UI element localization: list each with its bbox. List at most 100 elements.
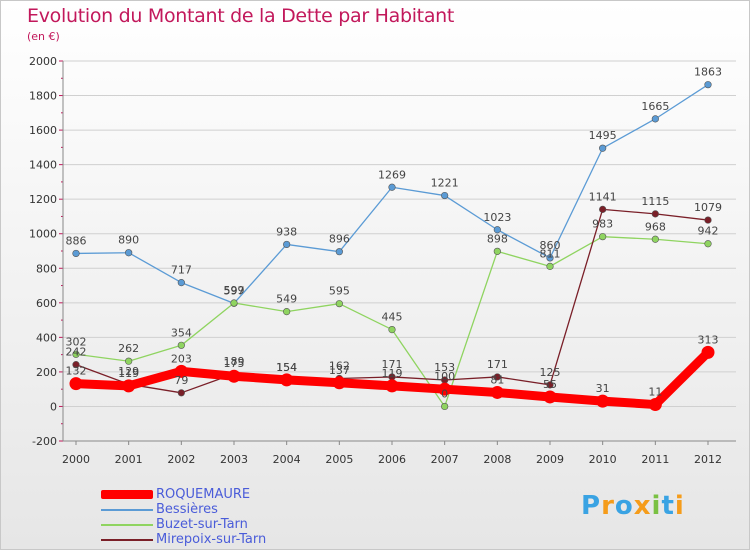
y-tick-label: 1400: [29, 159, 57, 172]
data-label: 898: [487, 232, 508, 245]
data-point: [283, 240, 291, 249]
data-point: [441, 402, 449, 411]
data-point: [651, 210, 659, 218]
data-label: 1079: [694, 201, 722, 214]
data-label: 81: [490, 373, 504, 386]
data-point: [388, 183, 396, 191]
data-label: 968: [645, 220, 666, 233]
data-label: 162: [329, 359, 350, 372]
x-tick-label: 2002: [167, 453, 195, 466]
data-point: [125, 249, 133, 257]
x-tick-label: 2011: [641, 453, 669, 466]
x-tick-label: 2000: [62, 453, 90, 466]
y-tick-label: 0: [50, 400, 57, 413]
data-label: 154: [276, 361, 297, 374]
data-point: [72, 361, 80, 369]
data-point: [651, 235, 659, 243]
data-label: 896: [329, 233, 350, 246]
logo-letter: o: [614, 491, 634, 521]
data-point: [651, 115, 659, 123]
data-label: 31: [596, 382, 610, 395]
logo-letter: r: [601, 491, 615, 521]
data-label: 445: [382, 311, 403, 324]
y-tick-label: 200: [36, 366, 57, 379]
y-tick-label: -200: [32, 435, 57, 448]
chart-title: Evolution du Montant de la Dette par Hab…: [27, 5, 455, 27]
data-point: [72, 350, 80, 358]
data-point: [546, 262, 554, 270]
data-label: 890: [118, 234, 139, 247]
data-label: 171: [487, 358, 508, 371]
data-point: [332, 376, 346, 390]
data-point: [599, 144, 607, 152]
data-label: 860: [540, 239, 561, 252]
data-point: [280, 373, 294, 387]
data-label: 171: [382, 358, 403, 371]
data-label: 137: [329, 364, 350, 377]
data-point: [493, 247, 501, 255]
x-tick-label: 2003: [220, 453, 248, 466]
data-point: [174, 364, 188, 378]
data-label: 811: [540, 247, 561, 260]
x-tick-label: 2007: [431, 453, 459, 466]
legend-swatch: [101, 539, 153, 541]
data-point: [125, 357, 133, 365]
proxiti-logo: Proxiti: [581, 491, 685, 521]
data-point: [543, 390, 557, 404]
x-tick-label: 2008: [483, 453, 511, 466]
data-point: [441, 191, 449, 200]
y-tick-label: 400: [36, 331, 57, 344]
legend-swatch: [101, 524, 153, 526]
data-label: 1665: [641, 100, 669, 113]
y-tick-label: 1000: [29, 228, 57, 241]
data-label: 129: [118, 365, 139, 378]
data-label: 1023: [483, 211, 511, 224]
data-label: 302: [66, 335, 87, 348]
legend-swatch: [101, 490, 153, 499]
data-label: 100: [434, 370, 455, 383]
data-point: [385, 379, 399, 393]
logo-letter: i: [674, 491, 685, 521]
data-point: [490, 385, 504, 399]
x-tick-label: 2001: [115, 453, 143, 466]
data-label: 154: [276, 361, 297, 374]
data-label: 313: [698, 333, 719, 346]
data-point: [227, 369, 241, 383]
data-point: [72, 249, 80, 258]
legend-label: ROQUEMAURE: [156, 487, 251, 502]
data-label: 597: [224, 284, 245, 297]
data-label: 1863: [694, 66, 722, 79]
data-label: 153: [434, 361, 455, 374]
data-label: 1115: [641, 195, 669, 208]
x-tick-label: 2012: [694, 453, 722, 466]
data-label: 983: [592, 218, 613, 231]
logo-letter: i: [651, 491, 662, 521]
y-tick-label: 600: [36, 297, 57, 310]
data-label: 79: [174, 374, 188, 387]
legend-label: Mirepoix-sur-Tarn: [156, 532, 267, 547]
chart-unit-label: (en €): [27, 30, 60, 43]
data-label: 942: [698, 225, 719, 238]
data-point: [546, 381, 554, 389]
data-point: [230, 299, 238, 307]
data-label: 132: [66, 365, 87, 378]
data-label: 1141: [589, 190, 617, 203]
data-point: [493, 226, 501, 234]
data-label: 354: [171, 326, 192, 339]
data-label: 717: [171, 264, 192, 277]
legend-swatch: [101, 509, 153, 511]
data-point: [493, 373, 501, 381]
data-point: [648, 398, 662, 412]
data-label: 0: [441, 387, 448, 400]
x-tick-label: 2004: [273, 453, 301, 466]
data-label: 125: [540, 366, 561, 379]
logo-letter: t: [661, 491, 675, 521]
data-point: [546, 254, 554, 262]
logo-letter: P: [581, 491, 602, 521]
data-point: [177, 389, 185, 397]
data-point: [438, 382, 452, 396]
legend-label: Buzet-sur-Tarn: [156, 517, 248, 532]
legend-label: Bessières: [156, 502, 218, 517]
data-point: [69, 377, 83, 391]
